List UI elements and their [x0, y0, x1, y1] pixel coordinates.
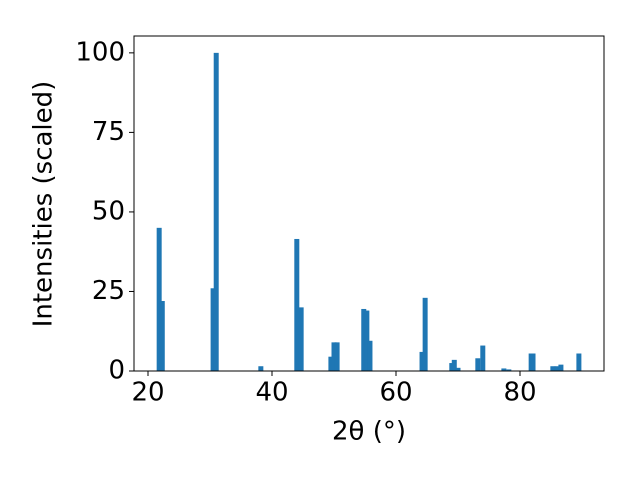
bar	[361, 308, 367, 371]
bar	[530, 353, 536, 371]
y-tick-label: 0	[108, 356, 125, 386]
bar	[298, 307, 304, 371]
bar	[294, 238, 300, 371]
bar	[455, 367, 461, 371]
bar	[554, 366, 560, 371]
bar	[576, 353, 582, 371]
y-axis-label: Intensities (scaled)	[29, 81, 59, 328]
y-tick-label: 50	[92, 196, 125, 226]
y-tick-label: 100	[75, 37, 125, 67]
bar	[501, 368, 507, 371]
y-tick-label: 25	[92, 276, 125, 306]
bar	[480, 345, 486, 371]
bar	[328, 356, 334, 371]
x-tick-label: 60	[379, 378, 412, 408]
y-tick-label: 75	[92, 117, 125, 147]
plot-frame	[133, 35, 605, 372]
bar	[159, 301, 165, 371]
x-tick-label: 20	[131, 378, 164, 408]
bar	[422, 297, 428, 371]
bar	[210, 288, 216, 371]
bar	[364, 310, 370, 371]
bar	[331, 342, 337, 371]
bar	[156, 227, 162, 371]
x-tick-label: 80	[503, 378, 536, 408]
bar	[213, 52, 219, 371]
x-axis-label: 2θ (°)	[332, 417, 406, 447]
bar	[419, 351, 425, 371]
bar	[451, 359, 457, 371]
x-tick-label: 40	[255, 378, 288, 408]
bar	[506, 369, 512, 371]
bar	[558, 364, 564, 371]
bar	[475, 358, 481, 371]
bar	[367, 340, 373, 371]
bar	[334, 342, 340, 371]
bar	[550, 366, 556, 371]
bar	[258, 366, 264, 371]
